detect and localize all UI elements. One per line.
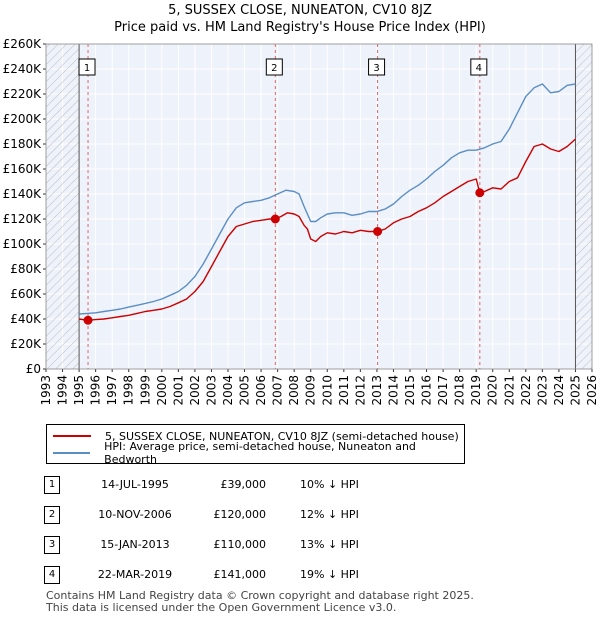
y-tick-label: £80K [10, 262, 42, 276]
y-tick-label: £260K [3, 37, 43, 51]
table-row: 4 22-MAR-2019 £141,000 19% ↓ HPI [0, 566, 600, 584]
sale-price: £39,000 [220, 478, 267, 491]
x-tick-label: 2006 [254, 375, 268, 406]
y-tick-label: £160K [3, 162, 43, 176]
chart-title: 5, SUSSEX CLOSE, NUNEATON, CV10 8JZ [168, 3, 432, 18]
y-tick-label: £20K [10, 337, 42, 351]
x-tick-label: 2014 [386, 375, 400, 406]
x-tick-label: 1998 [122, 375, 136, 406]
x-tick-label: 2017 [436, 375, 450, 406]
x-tick-label: 2003 [204, 375, 218, 406]
x-tick-label: 2025 [568, 375, 582, 406]
x-tick-label: 2019 [469, 375, 483, 406]
sale-label-box [368, 58, 386, 76]
legend-label-property: 5, SUSSEX CLOSE, NUNEATON, CV10 8JZ (sem… [105, 429, 459, 443]
x-tick-label: 2021 [502, 375, 516, 406]
y-tick-label: £200K [3, 112, 43, 126]
legend-label-hpi: HPI: Average price, semi-detached house,… [104, 440, 416, 466]
hatched-region-before [46, 44, 80, 369]
sale-date: 10-NOV-2006 [98, 508, 172, 521]
y-tick-label: £180K [3, 137, 43, 151]
legend-item-property: 5, SUSSEX CLOSE, NUNEATON, CV10 8JZ (sem… [53, 428, 459, 444]
sale-label-box [470, 58, 488, 76]
sale-label-text: 3 [373, 63, 379, 74]
y-tick-label: £120K [3, 212, 43, 226]
sale-price: £110,000 [213, 538, 267, 551]
y-tick-label: £60K [10, 287, 42, 301]
table-row: 1 14-JUL-1995 £39,000 10% ↓ HPI [0, 476, 600, 494]
sale-label-box [265, 58, 283, 76]
sale-marker: 1 [44, 476, 60, 494]
footer: Contains HM Land Registry data © Crown c… [46, 590, 474, 614]
legend-item-hpi: HPI: Average price, semi-detached house,… [53, 440, 464, 466]
x-tick-label: 2022 [519, 375, 533, 406]
hatched-region-after [575, 44, 592, 369]
sale-date: 15-JAN-2013 [100, 538, 170, 551]
price-chart: 1 2 3 4 £0 £20K £40K £60K £80K £100K £120K £140K £1… [3, 37, 599, 406]
x-tick-label: 2005 [238, 375, 252, 406]
x-tick-label: 2007 [271, 375, 285, 406]
sale-point [475, 188, 485, 198]
sale-marker: 4 [44, 566, 60, 584]
y-tick-label: £220K [3, 87, 43, 101]
x-tick-label: 2018 [453, 375, 467, 406]
x-tick-label: 2016 [420, 375, 434, 406]
y-tick-label: £240K [3, 62, 43, 76]
x-tick-label: 2013 [370, 375, 384, 406]
x-tick-label: 2000 [155, 375, 169, 406]
table-row: 2 10-NOV-2006 £120,000 12% ↓ HPI [0, 506, 600, 524]
sale-point [83, 315, 93, 325]
sale-label-text: 4 [476, 63, 482, 74]
sale-label-text: 1 [84, 63, 90, 74]
table-row: 3 15-JAN-2013 £110,000 13% ↓ HPI [0, 536, 600, 554]
x-tick-label: 1997 [105, 375, 119, 406]
x-tick-label: 2015 [403, 375, 417, 406]
legend-swatch-property [53, 435, 91, 437]
x-tick-label: 1995 [72, 375, 86, 406]
sale-point [373, 227, 383, 236]
sale-hpi-diff: 19% ↓ HPI [300, 568, 359, 581]
plot-background [46, 44, 592, 369]
x-tick-label: 2012 [353, 375, 367, 406]
hpi-series-line [79, 83, 576, 315]
sale-price: £141,000 [213, 568, 267, 581]
x-tick-label: 2009 [304, 375, 318, 406]
chart-subtitle: Price paid vs. HM Land Registry's House … [114, 20, 486, 35]
y-tick-label: £140K [3, 187, 43, 201]
x-tick-label: 2011 [337, 375, 351, 406]
x-tick-label: 2020 [486, 375, 500, 406]
x-tick-label: 2001 [171, 375, 185, 406]
x-tick-label: 2008 [287, 375, 301, 406]
y-tick-label: £40K [10, 312, 42, 326]
x-tick-label: 1996 [89, 375, 103, 406]
property-series-line [78, 138, 576, 321]
x-tick-label: 1993 [39, 375, 53, 406]
x-tick-label: 2002 [188, 375, 202, 406]
x-tick-label: 1999 [138, 375, 152, 406]
sale-hpi-diff: 13% ↓ HPI [300, 538, 359, 551]
sale-hpi-diff: 12% ↓ HPI [300, 508, 359, 521]
sale-price: £120,000 [213, 508, 267, 521]
sale-hpi-diff: 10% ↓ HPI [300, 478, 359, 491]
footer-copyright: Contains HM Land Registry data © Crown c… [46, 589, 474, 602]
x-tick-label: 2026 [585, 375, 599, 406]
plot-frame [45, 43, 593, 370]
sale-date: 22-MAR-2019 [97, 568, 173, 581]
legend-swatch-hpi [53, 452, 91, 454]
footer-licence: This data is licensed under the Open Gov… [46, 601, 397, 614]
x-tick-label: 2023 [535, 375, 549, 406]
x-tick-label: 2010 [320, 375, 334, 406]
legend: 5, SUSSEX CLOSE, NUNEATON, CV10 8JZ (sem… [46, 424, 465, 466]
sale-point [270, 214, 280, 224]
sale-date: 14-JUL-1995 [101, 478, 169, 491]
x-tick-label: 2004 [221, 375, 235, 406]
x-tick-label: 2024 [552, 375, 566, 406]
sale-marker: 2 [44, 506, 60, 524]
sale-label-text: 2 [271, 63, 277, 74]
sale-marker: 3 [44, 536, 60, 554]
y-tick-label: £100K [3, 237, 43, 251]
x-tick-label: 1994 [56, 375, 70, 406]
sale-label-box [78, 58, 96, 76]
y-tick-label: £0 [26, 362, 41, 376]
